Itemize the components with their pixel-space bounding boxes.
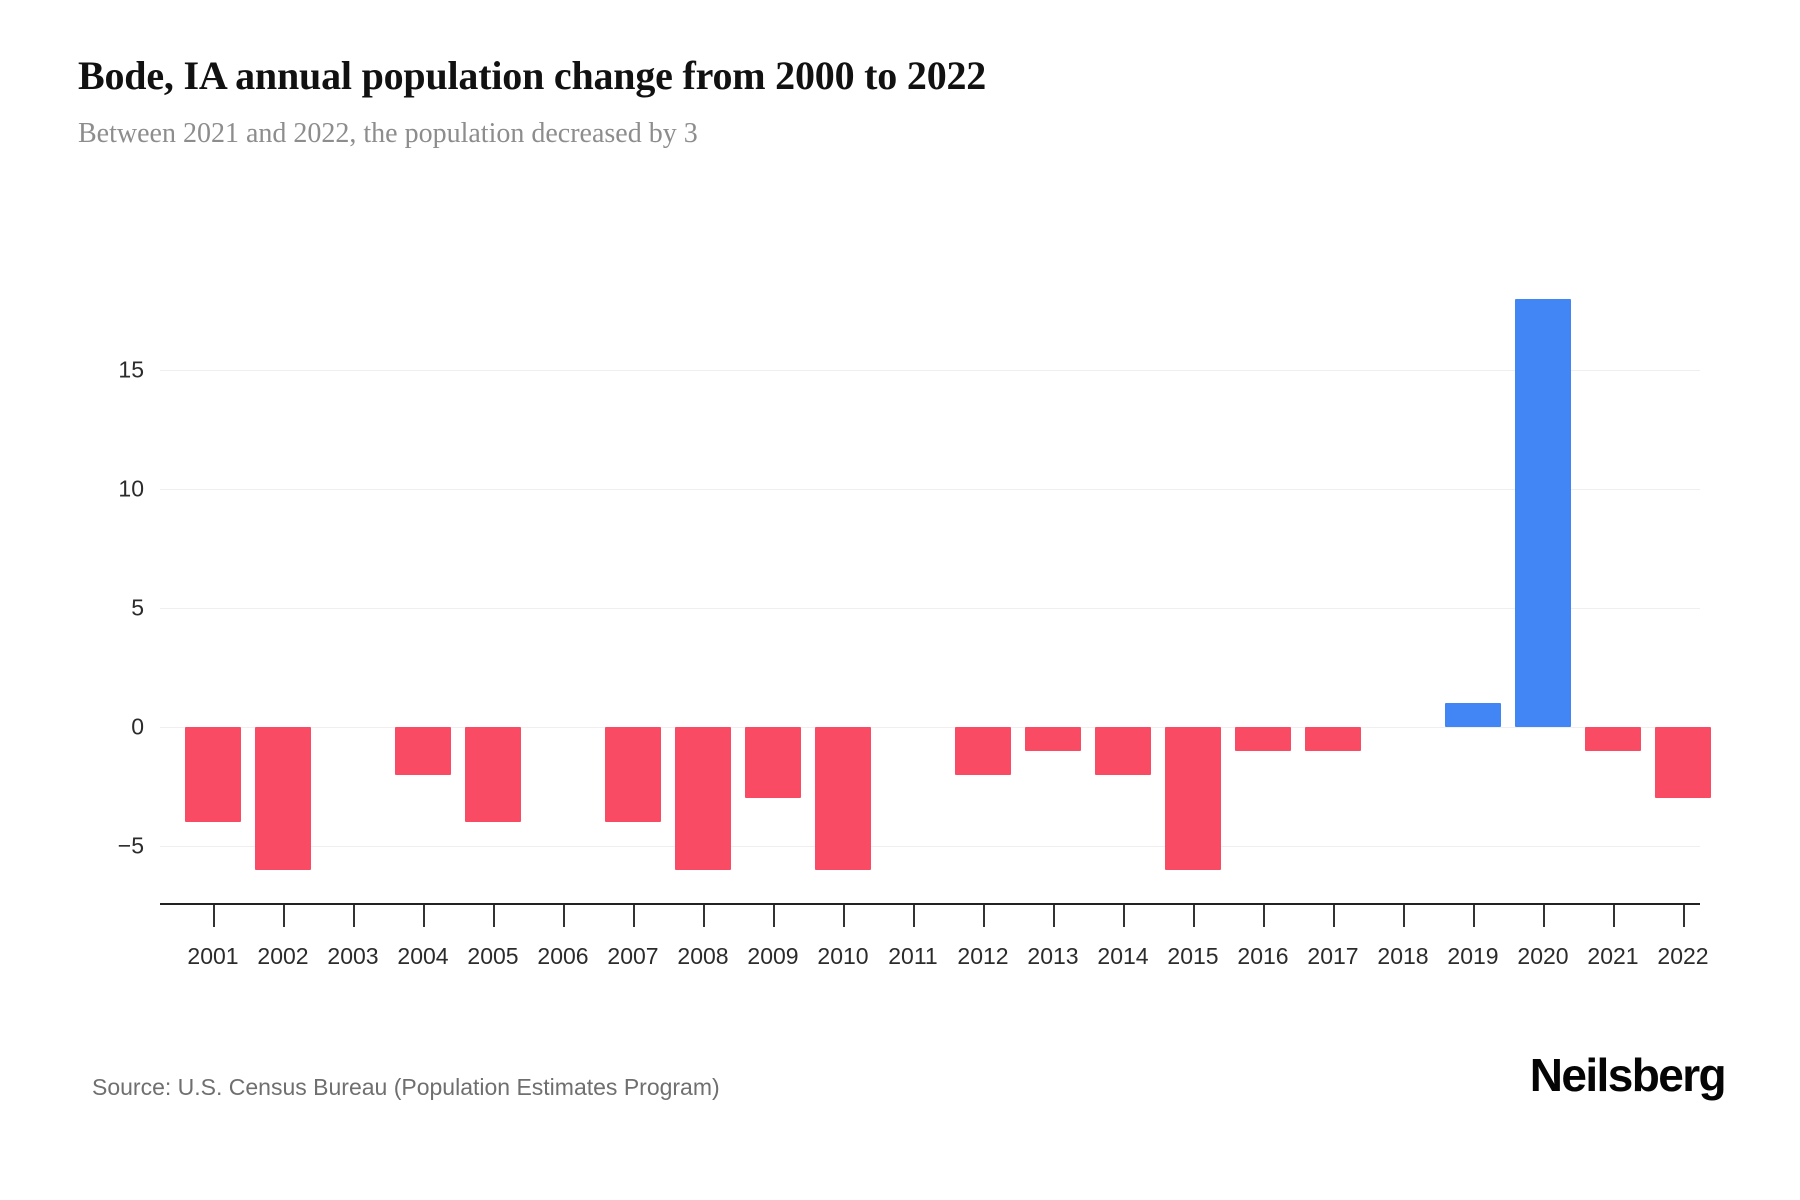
bar-2004[interactable] [395,727,451,775]
y-axis-tick-label: 0 [131,713,144,740]
x-axis-tick [1193,905,1195,927]
x-axis-tick-label-2013: 2013 [1027,943,1079,969]
bar-2013[interactable] [1025,727,1081,751]
x-axis-tick [843,905,845,927]
y-gridline [160,727,1700,728]
x-axis-tick-label-2017: 2017 [1307,943,1359,969]
x-axis-tick-label-2002: 2002 [257,943,309,969]
x-axis-tick [1613,905,1615,927]
page-subtitle: Between 2021 and 2022, the population de… [78,118,698,149]
bar-2012[interactable] [955,727,1011,775]
x-axis-tick [983,905,985,927]
bar-2002[interactable] [255,727,311,870]
bar-2005[interactable] [465,727,521,823]
x-axis-tick [1263,905,1265,927]
x-axis-tick [213,905,215,927]
x-axis-tick [1683,905,1685,927]
x-axis-tick-label-2015: 2015 [1167,943,1219,969]
page-title: Bode, IA annual population change from 2… [78,53,987,98]
x-axis-tick-label-2005: 2005 [467,943,519,969]
x-axis-tick-label-2008: 2008 [677,943,729,969]
x-axis-tick [423,905,425,927]
y-axis-tick-label: 15 [118,356,144,383]
x-axis-tick [1403,905,1405,927]
x-axis-line [160,903,1700,905]
y-axis-tick-label: 10 [118,475,144,502]
x-axis-tick [633,905,635,927]
x-axis-tick-label-2001: 2001 [187,943,239,969]
x-axis-tick-label-2004: 2004 [397,943,449,969]
x-axis-tick [1473,905,1475,927]
x-axis-tick [913,905,915,927]
bar-2010[interactable] [815,727,871,870]
x-axis-tick-label-2009: 2009 [747,943,799,969]
y-axis-tick-label: 5 [131,594,144,621]
y-gridline [160,489,1700,490]
x-axis-tick [1123,905,1125,927]
bar-2021[interactable] [1585,727,1641,751]
x-axis-tick-label-2010: 2010 [817,943,869,969]
bar-2019[interactable] [1445,703,1501,727]
bar-2001[interactable] [185,727,241,823]
bar-2015[interactable] [1165,727,1221,870]
x-axis-tick-label-2014: 2014 [1097,943,1149,969]
x-axis-tick [353,905,355,927]
source-note: Source: U.S. Census Bureau (Population E… [92,1074,720,1100]
bar-2009[interactable] [745,727,801,799]
x-axis-tick-label-2022: 2022 [1657,943,1709,969]
x-axis-tick-label-2011: 2011 [888,943,938,969]
x-axis-tick [283,905,285,927]
x-axis-tick-label-2006: 2006 [537,943,589,969]
bar-2008[interactable] [675,727,731,870]
x-axis-tick-label-2007: 2007 [607,943,659,969]
brand-logo: Neilsberg [1529,1049,1727,1101]
bar-2007[interactable] [605,727,661,823]
x-axis-tick [1053,905,1055,927]
x-axis-tick-label-2019: 2019 [1447,943,1499,969]
x-axis-tick-label-2016: 2016 [1237,943,1289,969]
x-axis-tick [1333,905,1335,927]
x-axis-tick [703,905,705,927]
x-axis-tick [563,905,565,927]
y-gridline [160,608,1700,609]
y-gridline [160,846,1700,847]
x-axis-tick [1543,905,1545,927]
bar-2022[interactable] [1655,727,1711,799]
x-axis-tick [773,905,775,927]
x-axis-tick-label-2020: 2020 [1517,943,1569,969]
x-axis-tick [493,905,495,927]
bar-2014[interactable] [1095,727,1151,775]
bar-2020[interactable] [1515,298,1571,727]
x-axis-tick-label-2012: 2012 [957,943,1009,969]
y-axis-tick-label: −5 [117,832,144,859]
x-axis-tick-label-2018: 2018 [1377,943,1429,969]
x-axis-tick-label-2003: 2003 [327,943,379,969]
bar-2017[interactable] [1305,727,1361,751]
y-gridline [160,370,1700,371]
bar-2016[interactable] [1235,727,1291,751]
x-axis-tick-label-2021: 2021 [1587,943,1639,969]
